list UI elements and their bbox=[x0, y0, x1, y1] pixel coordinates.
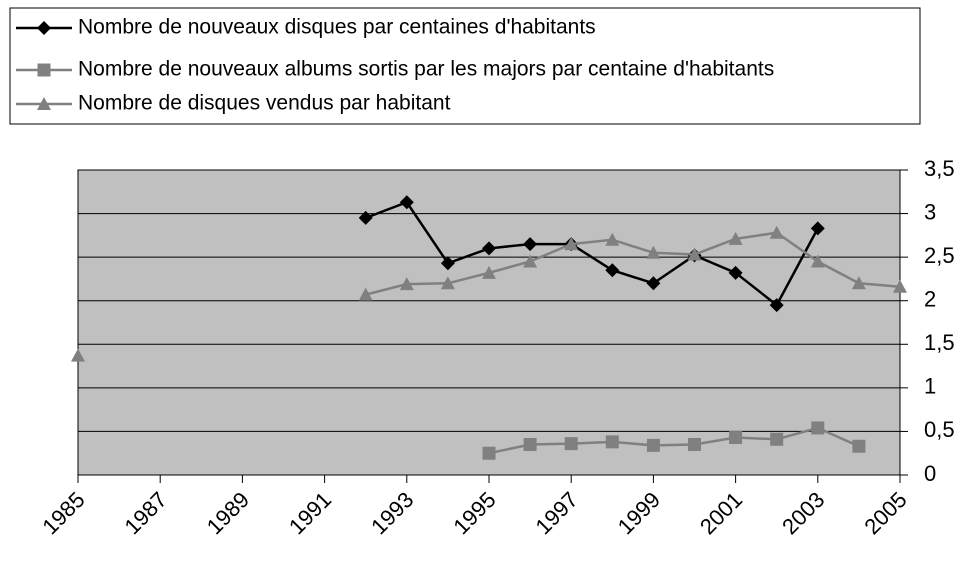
marker bbox=[605, 435, 619, 449]
marker bbox=[523, 237, 538, 252]
x-tick-label: 1993 bbox=[366, 487, 418, 539]
x-tick-label: 2003 bbox=[777, 487, 829, 539]
series-line bbox=[365, 231, 901, 296]
legend-marker bbox=[37, 63, 51, 77]
y-tick-label: 2 bbox=[924, 287, 936, 312]
marker bbox=[523, 438, 537, 451]
marker bbox=[482, 241, 496, 256]
legend-box bbox=[9, 7, 921, 125]
marker bbox=[482, 265, 496, 279]
legend-marker bbox=[37, 97, 51, 110]
y-tick-label: 0,5 bbox=[924, 417, 955, 442]
marker bbox=[728, 265, 743, 280]
marker bbox=[646, 438, 660, 452]
x-tick-label: 1995 bbox=[448, 487, 500, 539]
marker bbox=[482, 446, 496, 460]
marker bbox=[769, 225, 784, 239]
legend-label: Nombre de nouveaux albums sortis par les… bbox=[78, 58, 774, 81]
marker bbox=[358, 210, 373, 225]
marker bbox=[811, 421, 825, 435]
marker bbox=[729, 431, 743, 445]
marker bbox=[646, 276, 661, 291]
x-tick-label: 1985 bbox=[37, 487, 89, 539]
marker bbox=[688, 438, 701, 451]
x-tick-label: 1989 bbox=[202, 487, 254, 539]
x-tick-label: 1987 bbox=[120, 487, 172, 539]
y-tick-label: 0 bbox=[924, 461, 936, 486]
marker bbox=[646, 245, 661, 259]
marker bbox=[71, 348, 85, 362]
y-tick-label: 3,5 bbox=[924, 156, 955, 181]
series-line bbox=[365, 200, 819, 307]
x-tick-label: 1997 bbox=[531, 487, 583, 539]
marker bbox=[687, 247, 702, 261]
marker bbox=[564, 437, 578, 451]
series-line bbox=[488, 426, 860, 455]
marker bbox=[440, 256, 455, 271]
marker bbox=[728, 231, 743, 245]
marker bbox=[810, 254, 825, 268]
marker bbox=[564, 237, 579, 251]
y-tick-label: 1 bbox=[924, 374, 936, 399]
legend-label: Nombre de disques vendus par habitant bbox=[78, 92, 451, 115]
marker bbox=[440, 276, 455, 290]
marker bbox=[893, 279, 907, 293]
x-tick-label: 1991 bbox=[284, 487, 336, 539]
marker bbox=[605, 263, 620, 278]
legend-marker bbox=[37, 21, 51, 35]
marker bbox=[852, 439, 866, 453]
marker bbox=[810, 221, 825, 236]
legend-label: Nombre de nouveaux disques par centaines… bbox=[78, 16, 596, 39]
marker bbox=[770, 432, 784, 446]
x-tick-label: 2001 bbox=[695, 487, 747, 539]
y-tick-label: 3 bbox=[924, 199, 936, 224]
y-tick-label: 1,5 bbox=[924, 330, 955, 355]
plot-area bbox=[78, 170, 900, 475]
y-tick-label: 2,5 bbox=[924, 243, 955, 268]
marker bbox=[358, 287, 373, 301]
x-tick-label: 2005 bbox=[859, 487, 911, 539]
marker bbox=[769, 298, 784, 313]
marker bbox=[399, 195, 414, 210]
marker bbox=[523, 254, 538, 268]
x-tick-label: 1999 bbox=[613, 487, 665, 539]
marker bbox=[605, 232, 620, 246]
marker bbox=[851, 276, 866, 290]
marker bbox=[399, 277, 414, 291]
